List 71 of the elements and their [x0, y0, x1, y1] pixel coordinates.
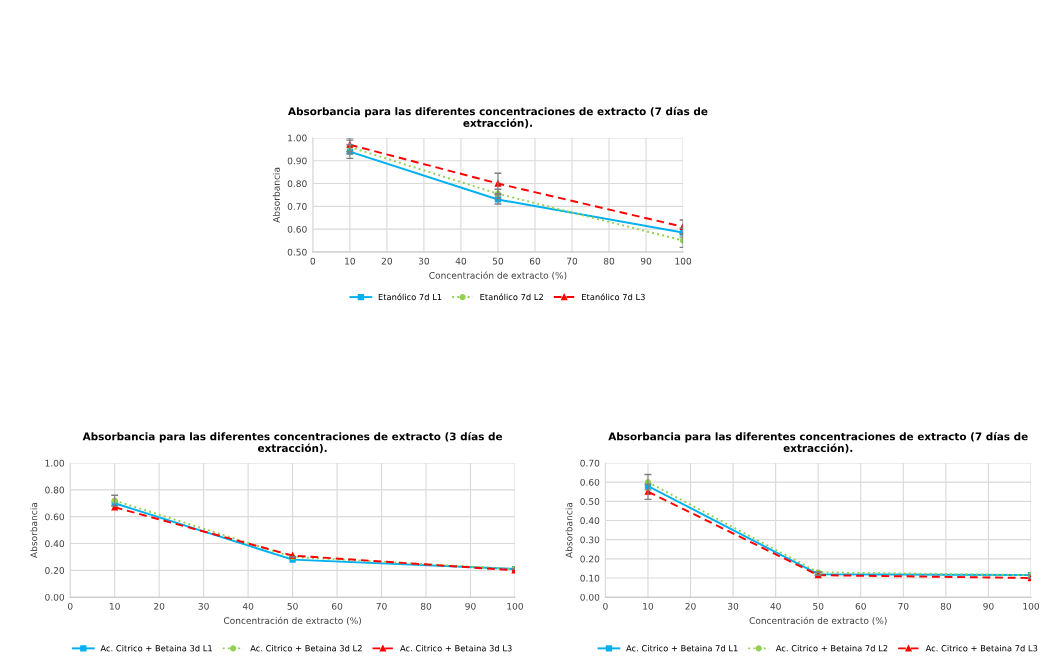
- x-tick-label: 30: [728, 602, 739, 610]
- x-tick-label: 0: [67, 602, 73, 610]
- x-tick-label: 100: [1023, 602, 1040, 610]
- x-tick-label: 40: [770, 602, 781, 610]
- y-tick-label: 0.20: [580, 555, 600, 563]
- y-tick-label: 0.80: [287, 180, 307, 188]
- legend-label: Ac. Citrico + Betaina 3d L1: [100, 644, 212, 652]
- y-axis-title: Absorbancia: [30, 502, 38, 558]
- y-tick-label: 0.70: [287, 203, 307, 210]
- x-tick-label: 0: [310, 257, 316, 265]
- legend-label: Ac. Citrico + Betaina 3d L2: [250, 644, 362, 652]
- x-tick-label: 30: [418, 257, 430, 265]
- chart-title: Absorbancia para las diferentes concentraciones de extracto (7 días de extracción).: [288, 106, 708, 129]
- x-tick-label: 90: [465, 602, 476, 610]
- y-tick-label: 0.20: [45, 567, 65, 574]
- x-tick-label: 90: [983, 602, 994, 610]
- x-tick-label: 10: [345, 257, 355, 265]
- y-tick-label: 0.60: [287, 225, 307, 233]
- legend-label: Ac. Citrico + Betaina 3d L3: [400, 644, 512, 652]
- x-tick-label: 10: [643, 602, 654, 610]
- chart-title: Absorbancia para las diferentes concentraciones de extracto (3 días de extracción).: [82, 431, 503, 454]
- x-tick-label: 50: [492, 257, 504, 265]
- x-tick-label: 100: [675, 257, 692, 265]
- legend-label: Ac. Citrico + Betaina 7d L3: [925, 644, 1038, 652]
- x-tick-label: 60: [529, 257, 541, 265]
- y-axis-title: Absorbancia: [272, 167, 280, 223]
- x-tick-label: 60: [855, 602, 866, 610]
- x-axis-title: Concentración de extracto (%): [749, 616, 887, 626]
- x-tick-label: 100: [507, 602, 523, 610]
- y-tick-label: 0.60: [580, 478, 600, 486]
- y-tick-label: 0.50: [287, 248, 307, 256]
- x-tick-label: 30: [198, 602, 209, 610]
- x-tick-label: 70: [898, 602, 909, 610]
- y-tick-label: 0.00: [580, 593, 600, 601]
- x-tick-label: 20: [685, 602, 696, 610]
- y-axis-title: Absorbancia: [565, 502, 573, 558]
- x-tick-label: 60: [331, 602, 343, 610]
- x-tick-label: 80: [420, 602, 432, 610]
- legend-label: Ac. Citrico + Betaina 7d L2: [775, 644, 888, 652]
- y-tick-label: 0.40: [580, 517, 600, 525]
- x-tick-label: 20: [154, 602, 165, 610]
- y-tick-label: 0.50: [580, 498, 600, 505]
- x-tick-label: 50: [813, 602, 824, 610]
- x-tick-label: 70: [376, 602, 387, 610]
- chart-title: Absorbancia para las diferentes concentraciones de extracto (7 días de extracción).: [608, 431, 1028, 454]
- y-tick-label: 0.90: [287, 157, 307, 165]
- x-tick-label: 50: [287, 602, 298, 610]
- x-tick-label: 80: [940, 602, 952, 610]
- x-axis-title: Concentración de extracto (%): [429, 271, 567, 280]
- y-tick-label: 1.00: [45, 459, 65, 467]
- x-tick-label: 40: [455, 257, 467, 265]
- x-tick-label: 80: [603, 257, 615, 265]
- x-tick-label: 70: [567, 257, 578, 265]
- legend-label: Etanólico 7d L3: [582, 293, 645, 301]
- y-tick-label: 0.70: [580, 459, 600, 467]
- legend-label: Etanólico 7d L1: [378, 293, 442, 301]
- x-tick-label: 40: [242, 602, 254, 610]
- y-tick-label: 0.80: [45, 486, 65, 494]
- x-axis-title: Concentración de extracto (%): [223, 616, 361, 626]
- x-tick-label: 90: [640, 257, 652, 265]
- y-tick-label: 0.60: [45, 513, 65, 521]
- x-tick-label: 0: [603, 602, 608, 610]
- y-tick-label: 0.00: [45, 593, 65, 601]
- y-tick-label: 0.10: [580, 574, 600, 582]
- y-tick-label: 1.00: [288, 134, 307, 142]
- x-tick-label: 10: [109, 602, 120, 610]
- y-tick-label: 0.40: [45, 540, 65, 548]
- legend-label: Etanólico 7d L2: [480, 293, 543, 301]
- legend-label: Ac. Citrico + Betaina 7d L1: [626, 644, 738, 652]
- y-tick-label: 0.30: [580, 536, 600, 544]
- x-tick-label: 20: [381, 257, 393, 265]
